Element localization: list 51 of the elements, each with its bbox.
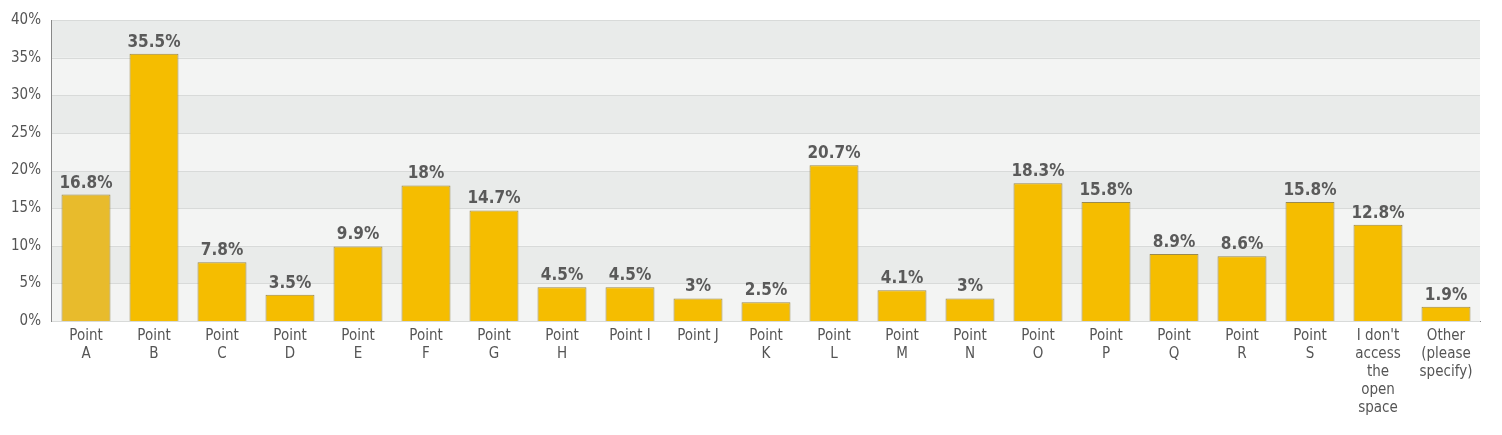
data-label: 3.5% <box>268 271 312 292</box>
data-label: 8.9% <box>1152 230 1196 251</box>
y-tick-label: 35% <box>10 47 42 66</box>
y-tick-label: 40% <box>10 9 42 28</box>
data-label: 3% <box>685 275 711 296</box>
y-tick-label: 0% <box>19 310 42 329</box>
x-tick-label: Point Q <box>1157 325 1191 362</box>
y-tick-label: 15% <box>10 198 42 217</box>
data-label: 20.7% <box>807 142 861 163</box>
x-tick-label: Point K <box>749 325 783 362</box>
y-tick-label: 5% <box>19 273 42 292</box>
x-tick-label: Point I <box>609 325 651 344</box>
x-tick-label: Point H <box>545 325 579 362</box>
x-tick-label: Point O <box>1021 325 1055 362</box>
x-tick-label: Point L <box>817 325 851 362</box>
x-tick-label: Point B <box>137 325 171 362</box>
x-tick-label: I don't access the open space <box>1355 325 1401 416</box>
x-tick-label: Point S <box>1293 325 1327 362</box>
data-label: 18% <box>407 162 445 183</box>
data-label: 3% <box>957 275 983 296</box>
x-tick-label: Point R <box>1225 325 1259 362</box>
y-tick-label: 20% <box>10 160 42 179</box>
data-label: 12.8% <box>1351 201 1405 222</box>
data-label: 4.1% <box>880 267 924 288</box>
x-tick-label: Point C <box>205 325 239 362</box>
x-tick-label: Point D <box>273 325 307 362</box>
data-label: 2.5% <box>744 279 788 300</box>
data-label: 8.6% <box>1220 233 1264 254</box>
data-label: 4.5% <box>608 264 652 285</box>
x-tick-label: Point A <box>69 325 103 362</box>
y-tick-label: 25% <box>10 122 42 141</box>
x-tick-label: Point F <box>409 325 443 362</box>
x-tick-label: Other (please specify) <box>1419 325 1473 380</box>
data-label: 35.5% <box>127 30 181 51</box>
data-label: 7.8% <box>200 239 244 260</box>
x-tick-label: Point G <box>477 325 511 362</box>
x-tick-label: Point P <box>1089 325 1123 362</box>
x-tick-label: Point M <box>885 325 919 362</box>
data-label: 1.9% <box>1424 283 1468 304</box>
data-label: 15.8% <box>1079 179 1133 200</box>
data-label: 14.7% <box>467 187 521 208</box>
data-label: 18.3% <box>1011 160 1065 181</box>
x-tick-label: Point E <box>341 325 375 362</box>
data-label: 16.8% <box>59 171 113 192</box>
x-tick-label: Point J <box>677 325 719 344</box>
data-label: 4.5% <box>540 264 584 285</box>
data-label: 15.8% <box>1283 179 1337 200</box>
y-tick-label: 10% <box>10 235 42 254</box>
y-tick-label: 30% <box>10 85 42 104</box>
data-label: 9.9% <box>336 223 380 244</box>
x-tick-label: Point N <box>953 325 987 362</box>
